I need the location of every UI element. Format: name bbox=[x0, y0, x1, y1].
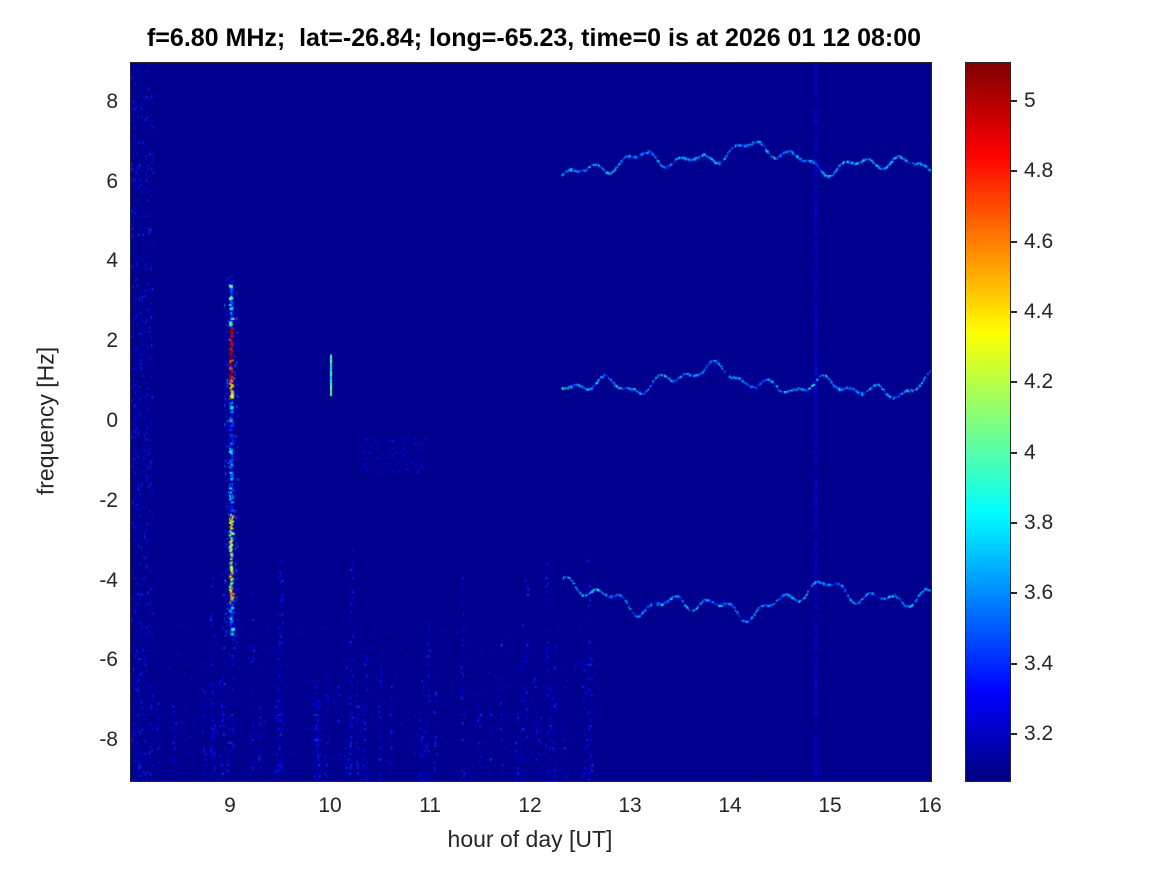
colorbar-tick-label: 4.6 bbox=[1024, 229, 1054, 253]
x-axis-label: hour of day [UT] bbox=[447, 826, 613, 852]
colorbar-tick-mark bbox=[1011, 381, 1017, 384]
colorbar-tick-label: 3.6 bbox=[1024, 581, 1054, 605]
y-tick-label: -4 bbox=[99, 568, 118, 592]
colorbar bbox=[965, 62, 1011, 782]
spectrogram-plot bbox=[130, 62, 932, 782]
colorbar-tick-label: 5 bbox=[1024, 88, 1036, 112]
x-tick-label: 11 bbox=[419, 794, 441, 817]
colorbar-tick-label: 4.2 bbox=[1024, 370, 1054, 394]
x-tick-label: 10 bbox=[318, 794, 342, 817]
colorbar-tick-label: 4 bbox=[1024, 440, 1036, 464]
colorbar-tick-label: 4.8 bbox=[1024, 159, 1054, 183]
x-tick-label: 12 bbox=[518, 794, 542, 817]
y-tick-label: 2 bbox=[106, 329, 118, 353]
colorbar-tick-mark bbox=[1011, 240, 1017, 243]
colorbar-tick-label: 4.4 bbox=[1024, 299, 1054, 323]
x-tick-label: 16 bbox=[918, 794, 942, 817]
y-tick-label: 4 bbox=[106, 249, 118, 273]
y-tick-label: 0 bbox=[106, 409, 118, 432]
colorbar-tick-mark bbox=[1011, 733, 1017, 736]
colorbar-tick-mark bbox=[1011, 170, 1017, 173]
y-tick-label: 8 bbox=[106, 89, 118, 113]
x-tick-label: 13 bbox=[618, 794, 642, 817]
colorbar-tick-label: 3.4 bbox=[1024, 651, 1054, 675]
colorbar-tick-mark bbox=[1011, 99, 1017, 102]
chart-title: f=6.80 MHz; lat=-26.84; long=-65.23, tim… bbox=[146, 24, 922, 52]
y-tick-label: -6 bbox=[99, 648, 118, 672]
colorbar-tick-mark bbox=[1011, 662, 1017, 665]
colorbar-tick-mark bbox=[1011, 592, 1017, 595]
colorbar-tick-label: 3.8 bbox=[1024, 511, 1054, 535]
x-tick-label: 14 bbox=[718, 794, 742, 817]
colorbar-tick-mark bbox=[1011, 310, 1017, 313]
x-tick-label: 15 bbox=[818, 794, 842, 817]
colorbar-tick-mark bbox=[1011, 451, 1017, 454]
colorbar-tick-mark bbox=[1011, 522, 1017, 525]
y-tick-label: 6 bbox=[106, 169, 118, 193]
y-tick-label: -8 bbox=[99, 728, 118, 752]
colorbar-tick-label: 3.2 bbox=[1024, 722, 1054, 746]
y-tick-label: -2 bbox=[99, 488, 118, 512]
x-tick-label: 9 bbox=[224, 794, 236, 817]
